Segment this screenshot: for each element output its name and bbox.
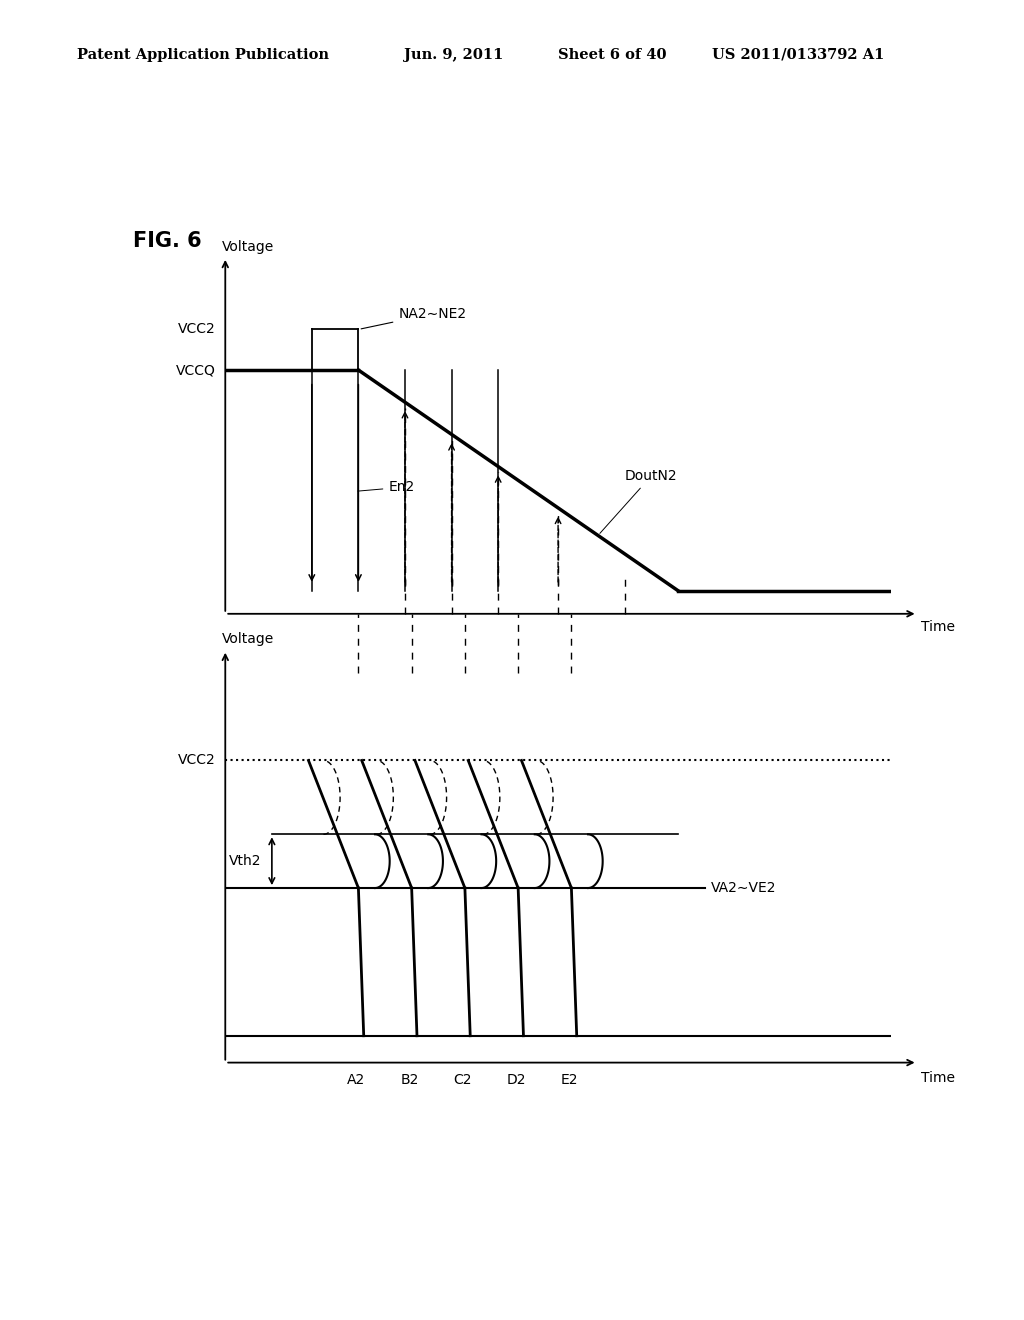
- Text: Sheet 6 of 40: Sheet 6 of 40: [558, 48, 667, 62]
- Text: DoutN2: DoutN2: [600, 470, 677, 533]
- Text: Time: Time: [921, 1071, 954, 1085]
- Text: Time: Time: [921, 620, 954, 635]
- Text: A2: A2: [347, 1073, 366, 1086]
- Text: Vth2: Vth2: [229, 854, 262, 869]
- Text: Voltage: Voltage: [222, 240, 274, 253]
- Text: VCC2: VCC2: [177, 754, 215, 767]
- Text: VCCQ: VCCQ: [175, 363, 215, 378]
- Text: C2: C2: [454, 1073, 472, 1086]
- Text: Voltage: Voltage: [222, 632, 274, 645]
- Text: B2: B2: [400, 1073, 419, 1086]
- Text: E2: E2: [561, 1073, 579, 1086]
- Text: Patent Application Publication: Patent Application Publication: [77, 48, 329, 62]
- Text: Jun. 9, 2011: Jun. 9, 2011: [404, 48, 504, 62]
- Text: En2: En2: [357, 480, 415, 495]
- Text: FIG. 6: FIG. 6: [133, 231, 202, 251]
- Text: NA2∼NE2: NA2∼NE2: [361, 306, 467, 329]
- Text: D2: D2: [507, 1073, 526, 1086]
- Text: VA2∼VE2: VA2∼VE2: [711, 880, 776, 895]
- Text: VCC2: VCC2: [177, 322, 215, 337]
- Text: US 2011/0133792 A1: US 2011/0133792 A1: [712, 48, 884, 62]
